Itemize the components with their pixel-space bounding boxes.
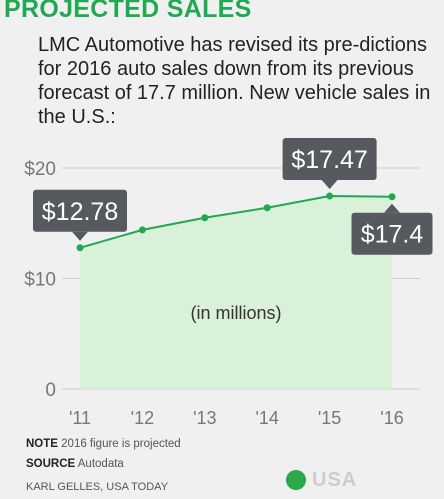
chart-title: PROJECTED SALES — [4, 0, 252, 23]
callout-label: $17.4 — [361, 221, 424, 249]
usa-today-logo: USA — [286, 469, 357, 491]
callout-box — [351, 212, 433, 255]
source-label: SOURCE — [26, 458, 76, 470]
data-point — [76, 244, 84, 252]
unit-note: (in millions) — [190, 303, 281, 323]
callout-pointer — [321, 179, 338, 189]
x-tick-label: '12 — [131, 408, 154, 428]
area-fill — [80, 195, 392, 389]
x-tick-label: '15 — [318, 408, 341, 428]
y-tick-label: $10 — [24, 270, 56, 291]
series-line — [79, 194, 393, 249]
logo-dot-icon — [286, 470, 306, 490]
callout-box — [282, 137, 377, 180]
data-point — [326, 192, 334, 200]
x-tick-label: '14 — [255, 408, 278, 428]
data-point — [138, 226, 146, 234]
y-tick-label: 0 — [45, 380, 56, 401]
data-point — [263, 204, 271, 212]
logo-text: USA — [312, 468, 358, 491]
source: SOURCE Autodata — [26, 458, 124, 470]
note: NOTE 2016 figure is projected — [26, 438, 181, 450]
x-tick-label: '16 — [380, 408, 403, 428]
data-point — [388, 193, 396, 201]
note-label: NOTE — [26, 438, 58, 450]
callout-pointer — [384, 203, 400, 213]
callout-pointer — [72, 231, 88, 241]
x-tick-label: '13 — [193, 408, 216, 428]
credit: KARL GELLES, USA TODAY — [26, 481, 169, 493]
data-point — [201, 214, 209, 222]
source-text: Autodata — [77, 458, 124, 470]
y-tick-label: $20 — [24, 159, 56, 180]
x-tick-label: '11 — [69, 408, 91, 428]
callout-label: $12.78 — [42, 198, 118, 226]
callout-label: $17.47 — [291, 146, 367, 174]
chart-subtitle: LMC Automotive has revised its pre-dicti… — [38, 34, 431, 128]
note-text: 2016 figure is projected — [61, 438, 181, 450]
callout-box — [33, 189, 127, 232]
